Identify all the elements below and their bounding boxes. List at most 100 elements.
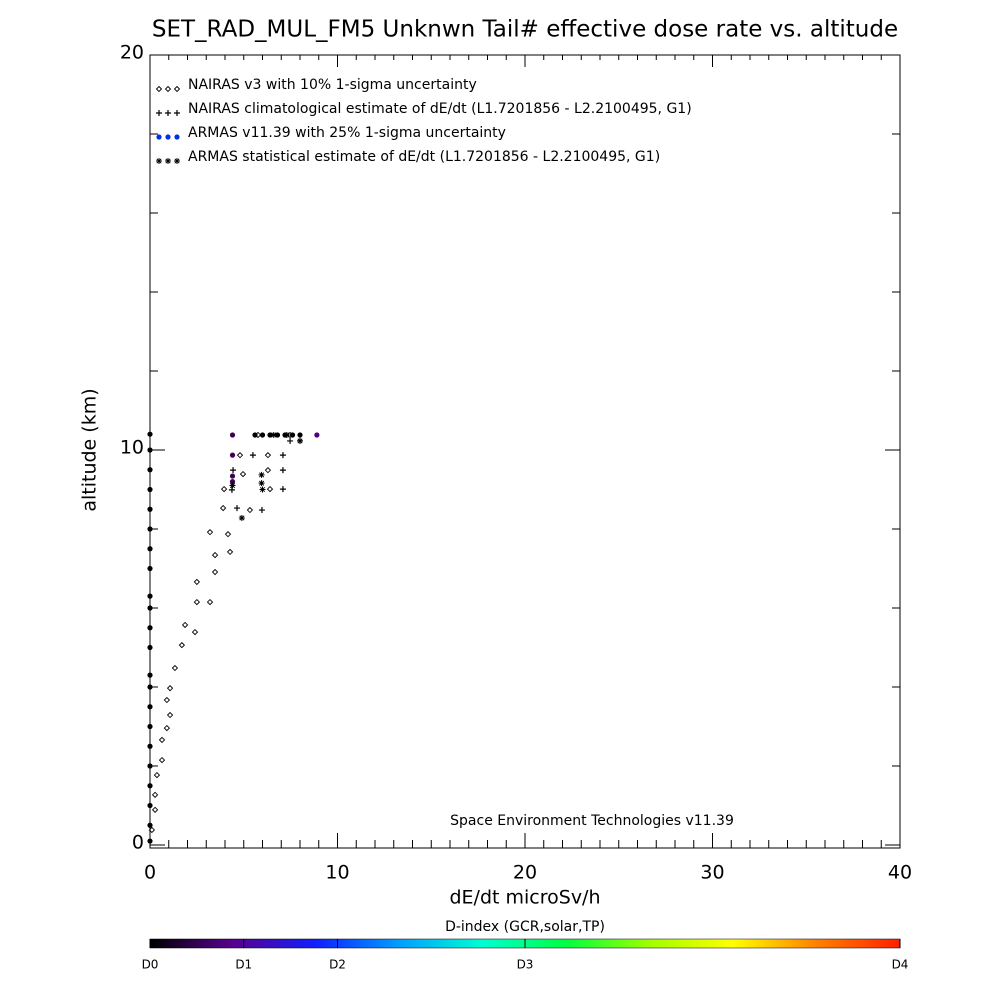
diamond-marker [158, 736, 166, 744]
dot-marker [297, 432, 303, 438]
dot-marker [147, 723, 153, 730]
diamond-marker [181, 621, 189, 629]
legend-label: ARMAS statistical estimate of dE/dt (L1.… [188, 149, 660, 165]
x-tick-label: 0 [144, 862, 156, 884]
star-marker [259, 486, 266, 493]
diamond-marker [246, 506, 254, 514]
y-tick-label: 0 [132, 832, 144, 854]
dot-marker [147, 672, 153, 678]
x-axis-label: dE/dt microSv/h [449, 887, 600, 909]
dot-marker [147, 838, 153, 844]
legend-label: ARMAS v11.39 with 25% 1-sigma uncertaint… [188, 125, 506, 141]
dot-marker [156, 134, 162, 140]
plus-marker [249, 452, 256, 459]
colorbar-tick-label: D3 [517, 958, 534, 972]
diamond-marker [220, 485, 228, 493]
plus-marker [279, 486, 286, 493]
star-marker [238, 514, 245, 521]
diamond-marker [236, 451, 244, 459]
diamond-marker [166, 711, 174, 719]
star-marker [258, 471, 265, 478]
diamond-marker [211, 551, 219, 559]
dot-marker [267, 432, 273, 438]
star-marker [270, 431, 277, 438]
colorbar-tick-label: D4 [892, 958, 909, 972]
diamond-marker [226, 548, 234, 556]
diamond-marker [171, 664, 179, 672]
annotation: Space Environment Technologies v11.39 [450, 813, 734, 829]
plus-marker [156, 110, 162, 116]
plus-marker [279, 467, 286, 474]
dot-marker [147, 802, 153, 809]
colorbar-tick-label: D1 [235, 958, 252, 972]
diamond-marker [158, 756, 166, 764]
diamond-marker [163, 696, 171, 704]
dot-marker [147, 625, 153, 631]
star-marker [156, 158, 162, 164]
diamond-marker [239, 470, 247, 478]
diamond-marker [193, 578, 201, 586]
diamond-marker [191, 628, 199, 636]
x-tick-label: 40 [888, 862, 912, 884]
dot-marker [147, 565, 153, 572]
diamond-marker [219, 504, 227, 512]
star-marker [174, 158, 180, 164]
star-marker [258, 480, 265, 487]
x-tick-label: 20 [513, 862, 537, 884]
dot-marker [147, 546, 153, 552]
dot-marker [147, 593, 153, 599]
dot-marker [147, 447, 153, 453]
diamond-marker [164, 85, 172, 93]
diamond-marker [151, 806, 159, 813]
diamond-marker [173, 85, 181, 93]
dot-marker [147, 763, 153, 769]
y-tick-label: 10 [120, 437, 144, 459]
plus-marker [287, 437, 294, 444]
axes [149, 54, 901, 848]
diamond-marker [264, 467, 272, 474]
star-marker [283, 431, 290, 438]
dot-marker [147, 506, 153, 512]
dot-marker [314, 432, 320, 438]
diamond-marker [266, 485, 274, 493]
colorbar-title: D-index (GCR,solar,TP) [445, 919, 605, 935]
x-tick-label: 10 [325, 862, 349, 884]
plus-marker [165, 110, 171, 116]
diamond-marker [153, 771, 161, 779]
plus-marker [230, 467, 237, 474]
diamond-marker [178, 641, 186, 649]
dot-marker [147, 644, 153, 651]
dot-marker [147, 467, 153, 473]
plus-marker [174, 110, 180, 116]
diamond-marker [211, 568, 219, 576]
dot-marker [147, 526, 153, 532]
dot-marker [147, 431, 153, 437]
dot-marker [229, 479, 236, 485]
diamond-marker [264, 451, 272, 459]
diamond-marker [148, 826, 156, 834]
star-marker [229, 482, 236, 489]
dot-marker [274, 432, 281, 438]
dot-marker [289, 432, 296, 438]
plot-frame [149, 54, 901, 849]
dot-marker [259, 432, 266, 438]
diamond-marker [206, 598, 214, 606]
plus-marker [258, 507, 265, 514]
y-axis-label: altitude (km) [79, 388, 101, 511]
dot-marker [229, 452, 236, 458]
dot-marker [229, 473, 236, 479]
diamond-marker [151, 791, 159, 798]
dot-marker [165, 134, 171, 140]
diamond-marker [166, 685, 174, 692]
plus-marker [234, 505, 240, 512]
dot-marker [147, 822, 153, 828]
dot-marker [147, 605, 153, 611]
dot-marker [174, 134, 180, 140]
plus-marker [279, 452, 286, 459]
x-tick-label: 30 [700, 862, 724, 884]
dot-marker [147, 783, 153, 789]
y-tick-label: 20 [120, 42, 144, 64]
plus-marker [228, 486, 235, 493]
legend-label: NAIRAS climatological estimate of dE/dt … [188, 101, 692, 117]
